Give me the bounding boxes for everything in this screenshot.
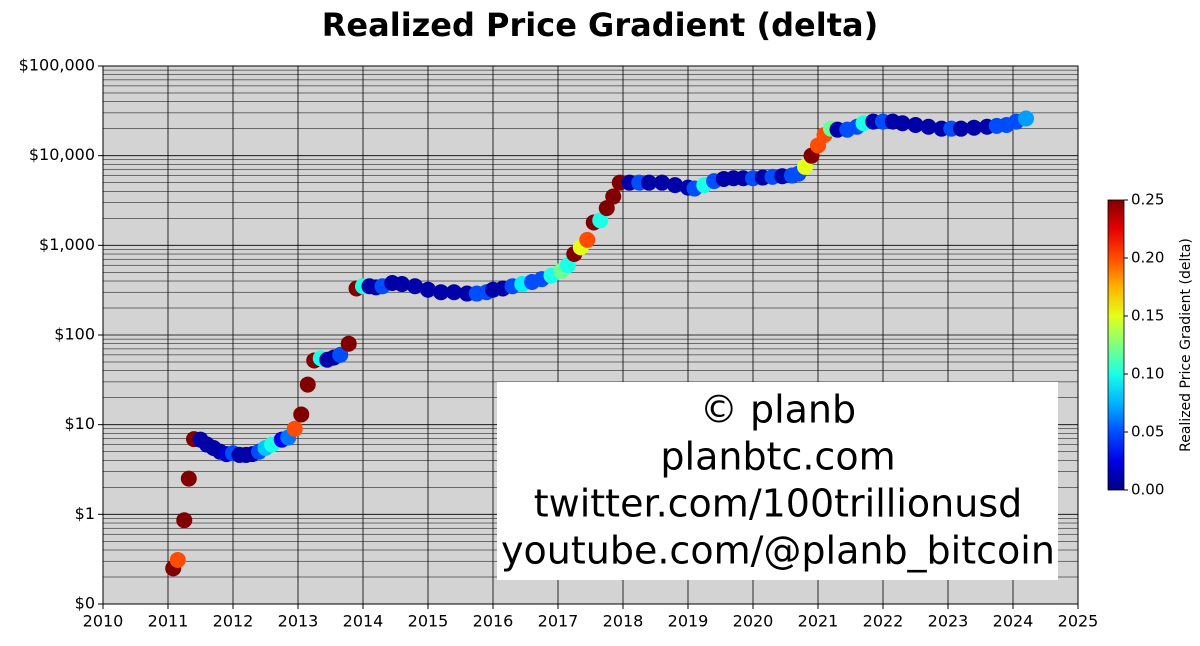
data-point — [293, 406, 310, 423]
x-tick-label: 2019 — [668, 612, 709, 631]
x-tick-label: 2022 — [863, 612, 904, 631]
y-tick-label: $0 — [75, 594, 95, 613]
y-tick-label: $100 — [54, 325, 95, 344]
data-point — [654, 174, 670, 191]
y-tick-label: $10 — [64, 414, 95, 433]
data-point — [966, 119, 982, 136]
chart-title: Realized Price Gradient (delta) — [322, 6, 878, 44]
data-point — [894, 115, 911, 132]
colorbar-tick-label: 0.25 — [1131, 191, 1164, 209]
colorbar-tick-label: 0.15 — [1131, 307, 1164, 325]
data-point — [446, 284, 462, 301]
data-point — [1018, 110, 1034, 127]
data-point — [433, 284, 449, 301]
watermark-text: planbtc.com — [660, 435, 895, 479]
data-point — [286, 420, 303, 437]
y-tick-label: $100,000 — [19, 56, 95, 75]
x-tick-label: 2018 — [603, 612, 644, 631]
colorbar-tick-label: 0.20 — [1131, 249, 1164, 267]
x-tick-label: 2023 — [928, 612, 969, 631]
colorbar-tick-label: 0.10 — [1131, 365, 1164, 383]
plot-frame — [102, 65, 1079, 605]
data-point — [920, 118, 937, 135]
x-tick-label: 2011 — [148, 612, 189, 631]
data-point — [420, 281, 436, 298]
x-tick-label: 2024 — [993, 612, 1034, 631]
data-point — [394, 276, 410, 293]
x-tick-label: 2010 — [83, 612, 124, 631]
data-point — [592, 212, 609, 229]
data-point — [176, 512, 193, 529]
watermark-text: twitter.com/100trillionusd — [534, 482, 1023, 526]
x-tick-label: 2020 — [733, 612, 774, 631]
data-point — [180, 470, 197, 487]
data-point — [332, 346, 349, 363]
watermark-text: © planb — [700, 388, 856, 432]
y-tick-label: $10,000 — [29, 145, 95, 164]
watermark-text: youtube.com/@planb_bitcoin — [501, 529, 1055, 573]
watermark-box — [497, 382, 1058, 580]
colorbar-label: Realized Price Gradient (delta) — [1178, 238, 1194, 452]
data-point — [407, 278, 423, 295]
y-tick-label: $1,000 — [39, 235, 95, 254]
colorbar — [1107, 199, 1125, 491]
x-tick-label: 2016 — [473, 612, 514, 631]
y-tick-label: $1 — [75, 504, 95, 523]
data-point — [605, 188, 622, 205]
colorbar-tick-label: 0.00 — [1131, 481, 1164, 499]
data-point — [907, 116, 924, 133]
data-point — [641, 174, 657, 191]
colorbar-tick-label: 0.05 — [1131, 423, 1164, 441]
x-tick-label: 2017 — [538, 612, 579, 631]
x-tick-label: 2015 — [408, 612, 449, 631]
data-point — [169, 551, 186, 568]
data-point — [299, 376, 316, 393]
x-tick-label: 2013 — [278, 612, 319, 631]
data-point — [579, 231, 596, 248]
data-point — [953, 120, 969, 137]
x-tick-label: 2021 — [798, 612, 839, 631]
x-tick-label: 2014 — [343, 612, 384, 631]
data-point — [340, 335, 357, 352]
x-tick-label: 2012 — [213, 612, 254, 631]
data-point — [667, 177, 683, 194]
x-tick-label: 2025 — [1058, 612, 1099, 631]
